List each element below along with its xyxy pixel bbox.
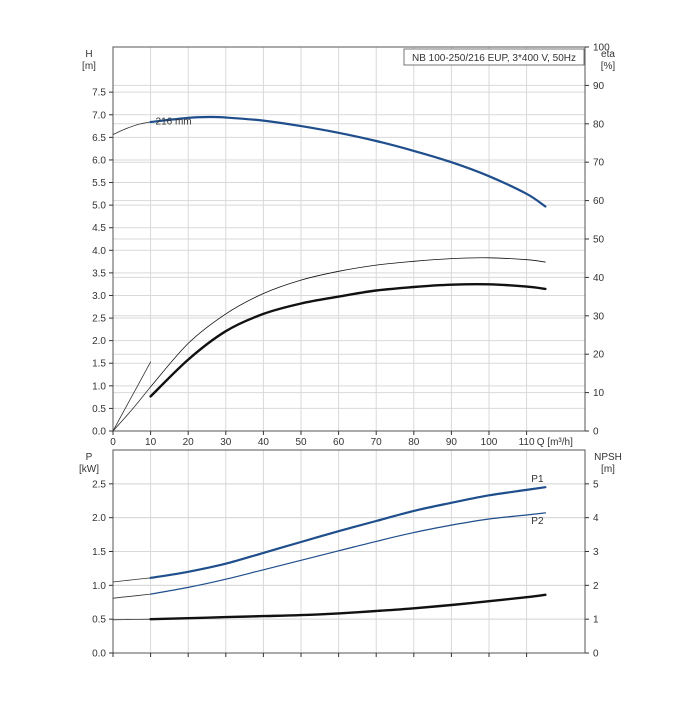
y-right-tick-label: 80: [593, 119, 605, 130]
y-left-tick-label: 2.0: [92, 513, 106, 524]
annotation-label: 216 mm: [156, 117, 192, 128]
x-tick-label: 20: [183, 437, 195, 448]
x-tick-label: 10: [145, 437, 157, 448]
x-tick-label: 90: [446, 437, 458, 448]
y-left-tick-label: 6.0: [92, 155, 106, 166]
x-tick-label: 100: [481, 437, 498, 448]
y-left-axis-unit: [kW]: [79, 464, 99, 475]
y-right-tick-label: 5: [593, 479, 599, 490]
series-line-NPSH_ext: [112, 618, 151, 621]
y-left-tick-label: 0.0: [92, 649, 106, 660]
text-layer: 0.0 0.5 1.0 1.5 2.0 2.5 3.0 3.5 4.0 4.5 5.0 5.5 6.0 6…: [79, 43, 622, 660]
y-right-tick-label: 1: [593, 615, 599, 626]
y-left-tick-label: 2.5: [92, 479, 106, 490]
series-line-NPSH: [149, 593, 547, 621]
series-line-H: [149, 115, 547, 208]
y-right-tick-label: 50: [593, 235, 605, 246]
y-left-tick-label: 3.5: [92, 268, 106, 279]
y-right-tick-label: 20: [593, 350, 605, 361]
series-line-eta_ext: [112, 361, 151, 432]
y-left-tick-label: 1.5: [92, 359, 106, 370]
y-right-tick-label: 70: [593, 158, 605, 169]
series-layer: [112, 115, 547, 621]
y-right-tick-label: 60: [593, 196, 605, 207]
y-right-tick-label: 3: [593, 547, 599, 558]
y-right-tick-label: 100: [593, 43, 610, 54]
series-line-P2: [150, 512, 546, 595]
x-tick-label: 40: [258, 437, 270, 448]
y-right-axis-title: NPSH: [594, 452, 622, 463]
y-right-tick-label: 90: [593, 81, 605, 92]
y-left-tick-label: 2.5: [92, 314, 106, 325]
x-tick-label: 50: [295, 437, 307, 448]
grid-layer: [113, 46, 585, 653]
y-left-tick-label: 3.0: [92, 291, 106, 302]
y-left-tick-label: 7.0: [92, 110, 106, 121]
y-left-tick-label: 5.5: [92, 178, 106, 189]
chart-title: NB 100-250/216 EUP, 3*400 V, 50Hz: [412, 53, 576, 64]
y-left-tick-label: 0.5: [92, 615, 106, 626]
series-line-P1_ext: [112, 577, 151, 583]
y-right-tick-label: 40: [593, 273, 605, 284]
title-box: [403, 48, 585, 66]
y-left-tick-label: 0.0: [92, 427, 106, 438]
x-tick-label: 70: [371, 437, 383, 448]
x-tick-label: 80: [408, 437, 420, 448]
y-right-tick-label: 30: [593, 311, 605, 322]
series-line-eta_bold: [149, 282, 547, 398]
y-right-tick-label: 2: [593, 581, 599, 592]
y-left-tick-label: 2.0: [92, 336, 106, 347]
frame-layer: [109, 46, 589, 657]
y-right-tick-label: 10: [593, 388, 605, 399]
y-right-axis-unit: [m]: [601, 464, 615, 475]
series-line-eta_thin: [150, 257, 546, 388]
y-right-tick-label: 0: [593, 427, 599, 438]
y-left-tick-label: 4.5: [92, 223, 106, 234]
y-left-tick-label: 4.0: [92, 246, 106, 257]
series-label-P1: P1: [531, 474, 544, 485]
y-right-tick-label: 0: [593, 649, 599, 660]
y-left-axis-unit: [m]: [82, 61, 96, 72]
y-left-axis-title: H: [85, 49, 92, 60]
y-left-tick-label: 7.5: [92, 88, 106, 99]
y-left-axis-title: P: [86, 452, 93, 463]
y-right-tick-label: 4: [593, 513, 599, 524]
x-tick-label: 60: [333, 437, 345, 448]
x-tick-label: 0: [110, 437, 116, 448]
series-label-P2: P2: [531, 516, 544, 527]
x-tick-label: 30: [220, 437, 232, 448]
y-left-tick-label: 1.0: [92, 581, 106, 592]
y-left-tick-label: 1.0: [92, 381, 106, 392]
y-left-tick-label: 5.0: [92, 201, 106, 212]
y-left-tick-label: 1.5: [92, 547, 106, 558]
series-line-eta_ext2: [112, 386, 151, 432]
series-line-H_ext: [112, 121, 151, 135]
y-left-tick-label: 0.5: [92, 404, 106, 415]
y-right-axis-unit: [%]: [601, 61, 616, 72]
x-axis-title: Q [m³/h]: [537, 437, 573, 448]
series-line-P2_ext: [112, 593, 151, 599]
y-right-axis-title: eta: [601, 49, 615, 60]
series-line-P1: [149, 486, 547, 579]
x-tick-label: 110: [519, 437, 535, 448]
y-left-tick-label: 6.5: [92, 133, 106, 144]
